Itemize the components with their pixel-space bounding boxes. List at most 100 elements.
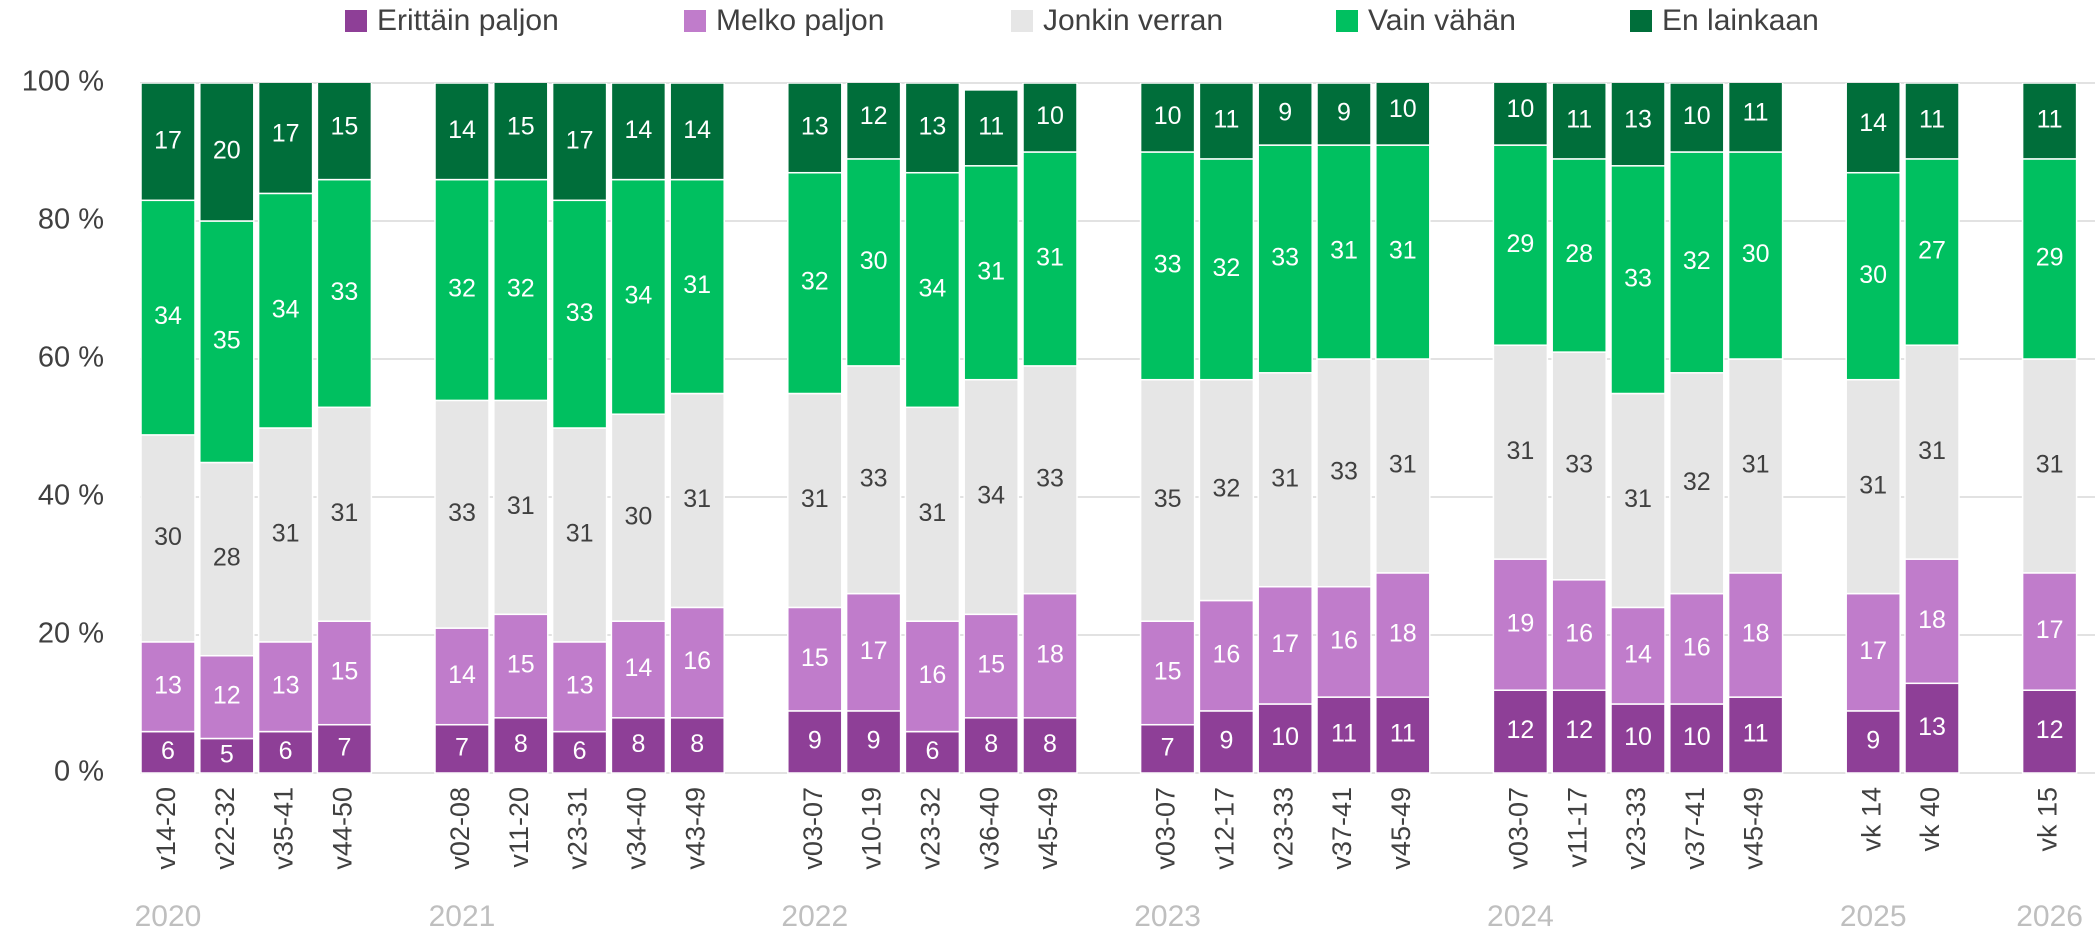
bar-segment (610, 620, 667, 719)
legend-label: Jonkin verran (1043, 4, 1223, 37)
bar-segment (434, 399, 490, 629)
bar-segment (1904, 682, 1960, 774)
value-label: 31 (977, 257, 1005, 285)
bar-segment (845, 592, 902, 712)
bar-segment (904, 171, 961, 409)
value-label: 17 (860, 637, 888, 665)
value-label: 14 (683, 116, 711, 144)
bar-segment (434, 178, 490, 402)
value-label: 30 (860, 247, 888, 275)
value-label: 11 (1331, 720, 1357, 748)
value-label: 13 (1918, 713, 1946, 741)
bar-segment (787, 83, 843, 174)
x-tick-label: v12-17 (1210, 787, 1240, 870)
value-label: 14 (1859, 109, 1887, 137)
bar-segment (1139, 83, 1196, 153)
value-label: 15 (507, 651, 535, 679)
bar-segment (1139, 151, 1196, 381)
bar-segment (1257, 83, 1313, 146)
legend-label: En lainkaan (1662, 4, 1819, 37)
bar-segment (1610, 165, 1666, 395)
bar-segment (1022, 83, 1078, 153)
value-label: 16 (1683, 633, 1711, 661)
value-label: 18 (1389, 620, 1417, 648)
value-label: 33 (860, 464, 888, 492)
value-label: 15 (330, 658, 358, 686)
x-tick-label: v23-33 (1621, 787, 1651, 870)
x-tick-label: v03-07 (798, 787, 828, 870)
value-label: 9 (867, 727, 881, 755)
value-label: 35 (213, 326, 241, 354)
y-tick-label: 40 % (38, 480, 104, 512)
value-label: 12 (1565, 716, 1593, 744)
x-tick-label: vk 15 (2033, 787, 2063, 852)
x-tick-label: v02-08 (445, 787, 475, 870)
value-label: 17 (154, 126, 182, 154)
x-tick-label: v35-41 (269, 787, 299, 870)
bar-segment (434, 83, 490, 181)
bar-segment (434, 627, 490, 726)
value-label: 16 (1330, 627, 1358, 655)
x-tick-label: v45-49 (1739, 787, 1769, 870)
bar-segment (257, 192, 314, 429)
bar-segment (669, 178, 725, 395)
value-label: 7 (1161, 733, 1175, 761)
bar-segment (1551, 158, 1607, 353)
bar-segment (493, 399, 549, 616)
legend-label: Erittäin paljon (377, 4, 559, 37)
x-tick-label: v45-49 (1386, 787, 1416, 870)
value-label: 31 (1506, 437, 1534, 465)
value-label: 13 (801, 112, 829, 140)
value-label: 31 (1859, 471, 1887, 499)
bar-segment (963, 717, 1019, 774)
value-label: 33 (330, 278, 358, 306)
value-label: 32 (1683, 247, 1711, 275)
y-tick-label: 0 % (54, 756, 104, 788)
group-label: 2021 (429, 900, 496, 933)
bar-segment (140, 83, 196, 202)
bar-segment (845, 710, 902, 774)
value-label: 16 (1565, 620, 1593, 648)
value-label: 33 (448, 499, 476, 527)
group-label: 2022 (781, 900, 848, 933)
group-label: 2023 (1134, 900, 1201, 933)
bar-segment (2021, 572, 2078, 691)
x-tick-label: v11-17 (1562, 787, 1592, 868)
value-label: 31 (272, 520, 300, 548)
value-label: 29 (2036, 244, 2064, 272)
value-label: 9 (1278, 99, 1292, 127)
bar-segment (963, 165, 1019, 381)
value-label: 34 (918, 275, 946, 303)
value-label: 32 (1212, 254, 1240, 282)
x-tick-label: v11-20 (504, 787, 534, 868)
value-label: 17 (272, 119, 300, 147)
bar-segment (551, 83, 608, 202)
y-tick-label: 100 % (22, 66, 104, 98)
x-tick-label: v10-19 (857, 787, 887, 870)
value-label: 6 (573, 737, 587, 765)
bar-segment (669, 392, 725, 609)
bar-segment (257, 641, 314, 733)
value-label: 13 (566, 671, 594, 699)
y-tick-label: 60 % (38, 342, 104, 374)
bar-segment (1669, 592, 1725, 705)
group-label: 2026 (2016, 900, 2083, 933)
bar-segment (1492, 558, 1549, 691)
value-label: 31 (1330, 237, 1358, 265)
value-label: 20 (213, 137, 241, 165)
value-label: 18 (1918, 606, 1946, 634)
value-label: 13 (272, 671, 300, 699)
bar-segment (1316, 585, 1372, 698)
group-label: 2024 (1487, 900, 1554, 933)
bar-segment (199, 220, 255, 464)
value-label: 31 (1742, 451, 1770, 479)
bar-segment (1551, 83, 1607, 160)
bar-segment (551, 199, 608, 429)
x-tick-label: v37-41 (1327, 787, 1357, 870)
bar-segment (1198, 83, 1255, 160)
value-label: 31 (2036, 451, 2064, 479)
value-label: 10 (1624, 723, 1652, 751)
value-label: 14 (448, 661, 476, 689)
bar-segment (610, 83, 667, 181)
bar-segment (1610, 392, 1666, 609)
